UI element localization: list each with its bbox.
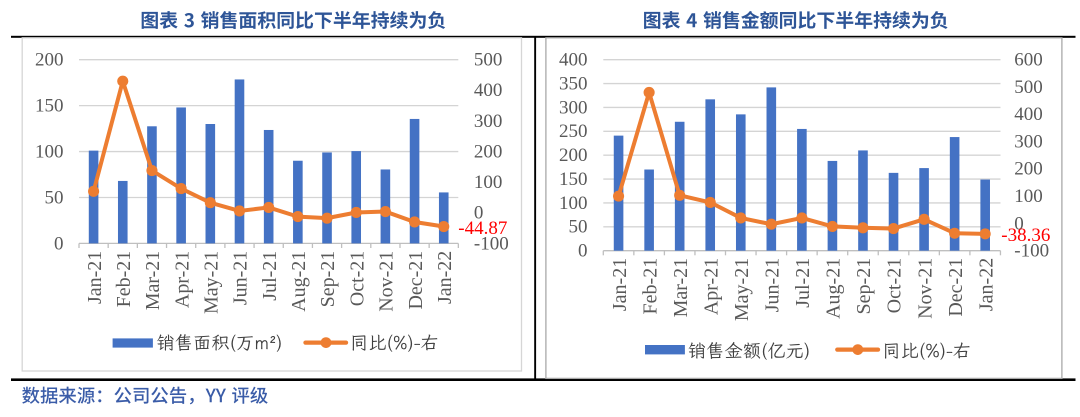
svg-text:Jun-21: Jun-21 [762,258,784,312]
svg-text:100: 100 [1014,186,1043,207]
svg-text:150: 150 [35,96,64,117]
svg-text:200: 200 [559,145,588,166]
svg-text:600: 600 [1014,50,1043,71]
svg-text:500: 500 [1014,77,1043,98]
svg-text:-38.36: -38.36 [1001,225,1050,246]
svg-text:Mar-21: Mar-21 [142,251,164,311]
svg-text:200: 200 [474,141,503,162]
svg-text:Apr-21: Apr-21 [700,258,722,315]
svg-text:150: 150 [559,169,588,190]
svg-text:Jan-22: Jan-22 [975,258,997,311]
svg-text:400: 400 [474,80,503,101]
svg-text:200: 200 [35,50,64,71]
svg-text:50: 50 [45,187,64,208]
svg-text:Apr-21: Apr-21 [171,251,193,308]
svg-text:Feb-21: Feb-21 [113,251,135,308]
svg-text:Oct-21: Oct-21 [884,258,906,314]
svg-text:Jul-21: Jul-21 [792,258,814,308]
svg-text:Aug-21: Aug-21 [288,251,310,312]
svg-text:250: 250 [559,121,588,142]
svg-text:Jan-21: Jan-21 [609,258,631,311]
svg-text:100: 100 [559,193,588,214]
svg-text:-100: -100 [1014,241,1049,262]
svg-text:50: 50 [569,217,588,238]
svg-text:Nov-21: Nov-21 [376,251,398,312]
svg-text:350: 350 [559,73,588,94]
svg-text:0: 0 [578,241,588,262]
svg-text:Jul-21: Jul-21 [259,251,281,301]
svg-text:Oct-21: Oct-21 [346,251,368,307]
svg-text:300: 300 [474,111,503,132]
svg-text:Aug-21: Aug-21 [823,258,845,319]
svg-text:-44.87: -44.87 [458,218,507,239]
svg-text:300: 300 [1014,131,1043,152]
svg-text:Sep-21: Sep-21 [317,251,339,308]
svg-text:-100: -100 [474,233,509,254]
svg-text:Feb-21: Feb-21 [639,258,661,315]
svg-text:100: 100 [474,172,503,193]
svg-text:May-21: May-21 [731,258,753,321]
svg-text:200: 200 [1014,159,1043,180]
svg-text:Dec-21: Dec-21 [945,258,967,317]
svg-text:100: 100 [35,141,64,162]
svg-text:May-21: May-21 [201,251,223,314]
svg-text:Sep-21: Sep-21 [853,258,875,315]
svg-text:Jan-22: Jan-22 [434,251,456,304]
svg-text:Jan-21: Jan-21 [84,251,106,304]
svg-text:500: 500 [474,50,503,71]
svg-text:Mar-21: Mar-21 [670,258,692,318]
svg-text:300: 300 [559,97,588,118]
svg-text:Dec-21: Dec-21 [405,251,427,310]
svg-text:0: 0 [1014,213,1024,234]
svg-text:400: 400 [559,50,588,71]
svg-text:0: 0 [474,203,484,224]
svg-text:0: 0 [54,233,64,254]
svg-text:Jun-21: Jun-21 [230,251,252,305]
svg-text:400: 400 [1014,104,1043,125]
svg-text:Nov-21: Nov-21 [914,258,936,319]
